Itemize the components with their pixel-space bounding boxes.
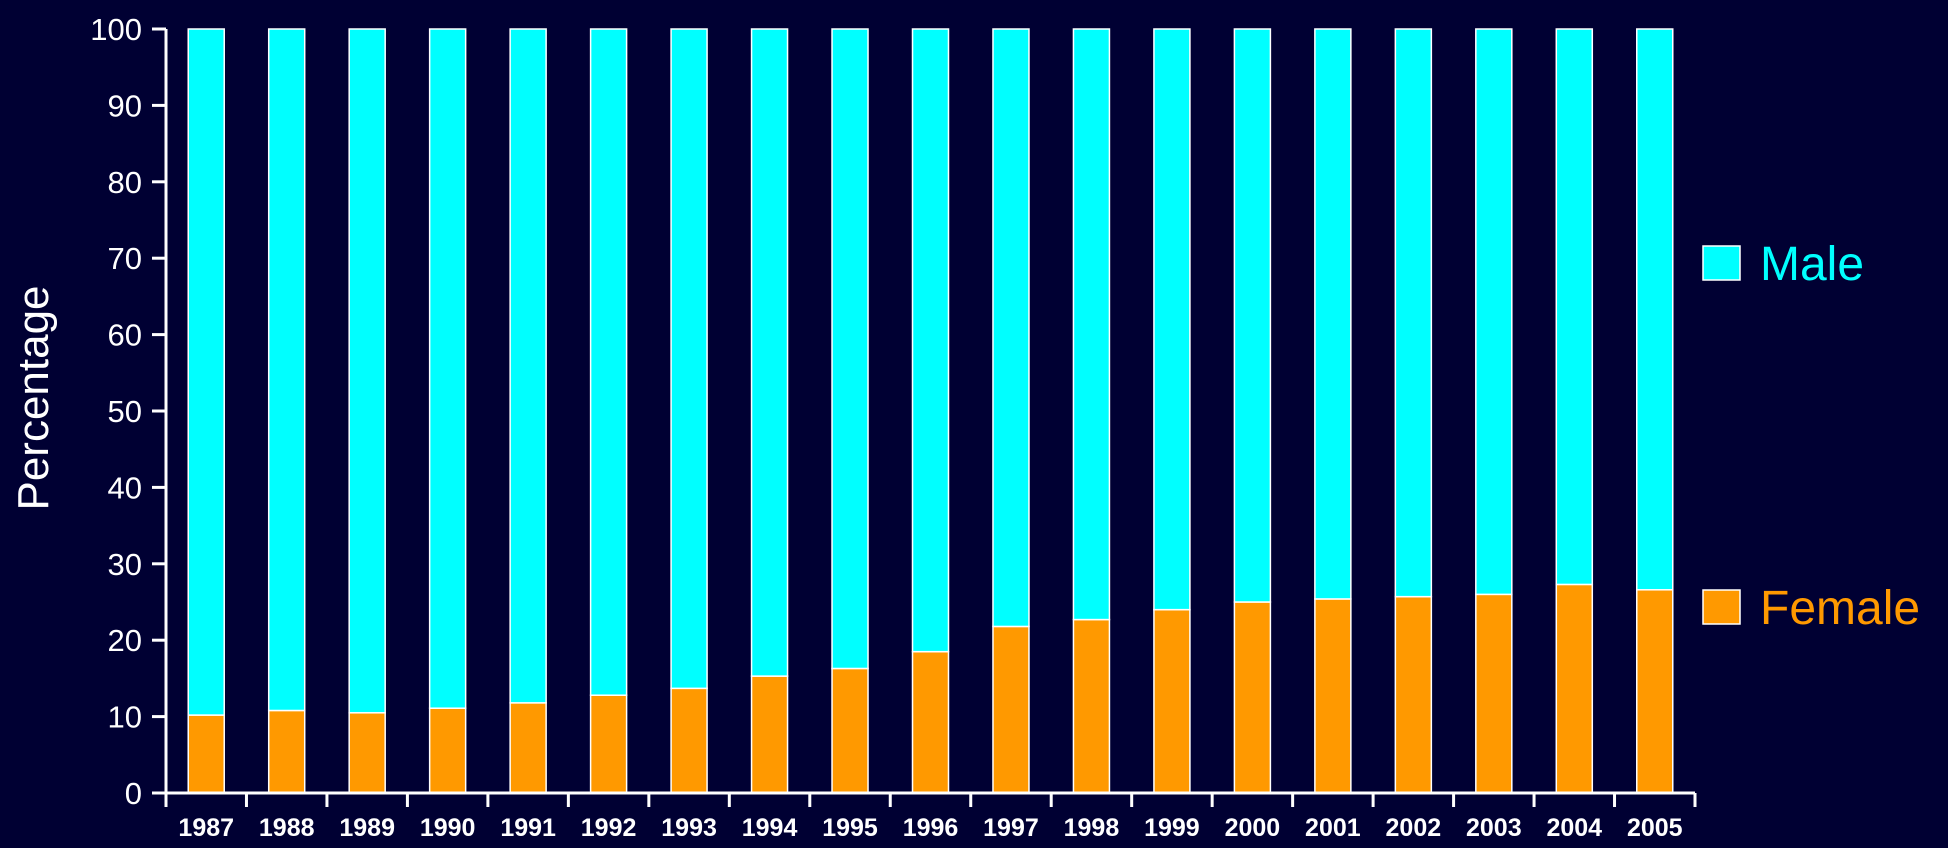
bar-female-1992 bbox=[589, 694, 628, 794]
y-tick-label-30: 30 bbox=[108, 547, 142, 582]
x-tick-label-2002: 2002 bbox=[1386, 814, 1442, 842]
bar-female-1999 bbox=[1153, 608, 1191, 794]
bar-male-1990 bbox=[428, 28, 467, 709]
legend-swatch-male bbox=[1702, 245, 1741, 281]
bar-female-1997 bbox=[992, 625, 1030, 794]
bar-female-1990 bbox=[428, 707, 467, 794]
bar-female-1995 bbox=[831, 667, 869, 794]
bar-male-1994 bbox=[750, 28, 789, 677]
y-tick-label-0: 0 bbox=[125, 776, 142, 811]
bar-female-2000 bbox=[1233, 601, 1272, 794]
legend: Male Female bbox=[1702, 238, 1920, 635]
x-tick-label-2004: 2004 bbox=[1546, 814, 1602, 842]
bar-male-1995 bbox=[831, 28, 869, 670]
bar-male-1996 bbox=[911, 28, 950, 653]
x-tick-label-1991: 1991 bbox=[500, 814, 556, 842]
bar-female-1993 bbox=[670, 687, 708, 794]
bar-male-1993 bbox=[670, 28, 708, 690]
bar-male-1987 bbox=[187, 28, 225, 716]
y-axis-label: Percentage bbox=[9, 285, 58, 510]
bar-male-1998 bbox=[1072, 28, 1111, 621]
bar-female-1987 bbox=[187, 714, 225, 794]
bar-female-1996 bbox=[911, 650, 950, 794]
bar-male-2005 bbox=[1636, 28, 1674, 591]
x-tick-label-1996: 1996 bbox=[903, 814, 959, 842]
x-tick-label-1990: 1990 bbox=[420, 814, 476, 842]
x-tick-label-1999: 1999 bbox=[1144, 814, 1200, 842]
bar-female-1991 bbox=[509, 702, 547, 794]
x-tick-label-2001: 2001 bbox=[1305, 814, 1361, 842]
bar-male-1997 bbox=[992, 28, 1030, 628]
x-tick-label-1987: 1987 bbox=[178, 814, 234, 842]
y-tick-label-80: 80 bbox=[108, 165, 142, 200]
axes-layer: 0 10 20 30 40 50 60 70 80 90 100 1987 1988 1989 1990 19… bbox=[90, 12, 1697, 842]
y-tick-label-100: 100 bbox=[90, 12, 142, 47]
x-tick-label-1989: 1989 bbox=[339, 814, 395, 842]
bar-female-1994 bbox=[750, 675, 789, 794]
bar-male-2001 bbox=[1314, 28, 1352, 600]
bar-female-2001 bbox=[1314, 598, 1352, 794]
bar-female-2005 bbox=[1636, 589, 1674, 794]
bar-female-2002 bbox=[1394, 595, 1433, 794]
legend-label-female: Female bbox=[1760, 582, 1920, 635]
bar-male-1988 bbox=[267, 28, 306, 712]
y-tick-label-40: 40 bbox=[108, 470, 142, 505]
x-tick-label-1994: 1994 bbox=[742, 814, 798, 842]
bar-female-1989 bbox=[348, 712, 386, 794]
x-tick-label-2000: 2000 bbox=[1225, 814, 1281, 842]
bar-male-1991 bbox=[509, 28, 547, 704]
x-tick-label-1997: 1997 bbox=[983, 814, 1039, 842]
bar-male-2002 bbox=[1394, 28, 1433, 598]
y-tick-label-90: 90 bbox=[108, 88, 142, 123]
y-tick-label-10: 10 bbox=[108, 700, 142, 735]
y-tick-label-50: 50 bbox=[108, 394, 142, 429]
legend-swatch-female bbox=[1702, 589, 1741, 625]
legend-label-male: Male bbox=[1760, 238, 1864, 291]
x-tick-label-2003: 2003 bbox=[1466, 814, 1522, 842]
x-tick-label-1988: 1988 bbox=[259, 814, 315, 842]
x-tick-label-1992: 1992 bbox=[581, 814, 637, 842]
bar-female-2004 bbox=[1555, 583, 1594, 794]
y-tick-label-70: 70 bbox=[108, 241, 142, 276]
y-tick-label-60: 60 bbox=[108, 318, 142, 353]
x-tick-label-2005: 2005 bbox=[1627, 814, 1683, 842]
bar-female-1998 bbox=[1072, 618, 1111, 794]
bar-male-1999 bbox=[1153, 28, 1191, 611]
bar-male-2004 bbox=[1555, 28, 1594, 586]
bar-female-2003 bbox=[1475, 593, 1513, 794]
bar-male-2003 bbox=[1475, 28, 1513, 596]
bar-male-1989 bbox=[348, 28, 386, 714]
x-tick-label-1998: 1998 bbox=[1064, 814, 1120, 842]
bar-male-1992 bbox=[589, 28, 628, 696]
bar-female-1988 bbox=[267, 709, 306, 794]
x-tick-label-1995: 1995 bbox=[822, 814, 878, 842]
bars-layer bbox=[187, 28, 1674, 794]
x-tick-label-1993: 1993 bbox=[661, 814, 717, 842]
bar-male-2000 bbox=[1233, 28, 1272, 603]
y-tick-label-20: 20 bbox=[108, 623, 142, 658]
